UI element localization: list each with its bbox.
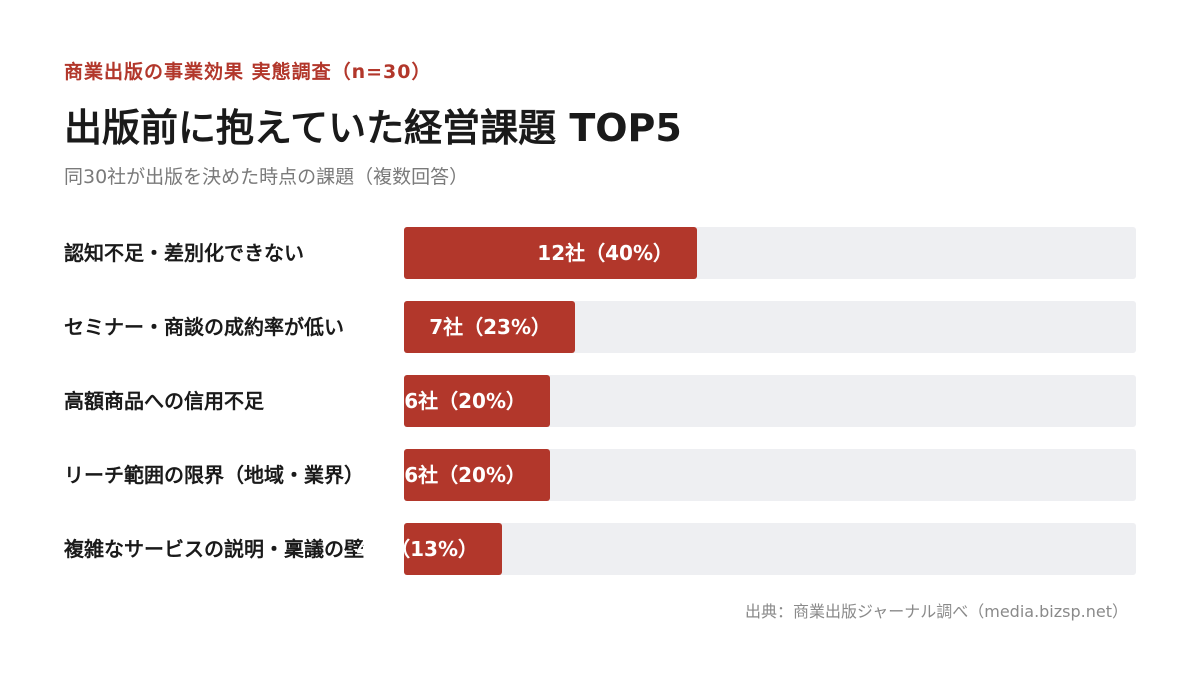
bar-track: 6社（20%）: [404, 449, 1136, 501]
bar: 12社（40%）: [404, 227, 697, 279]
category-label: 認知不足・差別化できない: [64, 241, 304, 265]
bar-row: セミナー・商談の成約率が低い 7社（23%）: [0, 301, 1200, 353]
bar-row: 複雑なサービスの説明・稟議の壁 4社（13%）: [0, 523, 1200, 575]
category-label: セミナー・商談の成約率が低い: [64, 315, 344, 339]
bar-data-label: 6社（20%）: [404, 389, 526, 413]
bar-row: リーチ範囲の限界（地域・業界） 6社（20%）: [0, 449, 1200, 501]
bar: 6社（20%）: [404, 375, 550, 427]
bar-track: 4社（13%）: [356, 523, 1136, 575]
bar-data-label: 7社（23%）: [429, 315, 551, 339]
survey-eyebrow: 商業出版の事業効果 実態調査（n=30）: [64, 61, 432, 83]
category-label: リーチ範囲の限界（地域・業界）: [64, 463, 364, 487]
chart-title: 出版前に抱えていた経営課題 TOP5: [64, 106, 682, 150]
bar-row: 認知不足・差別化できない 12社（40%）: [0, 227, 1200, 279]
category-label: 高額商品への信用不足: [64, 389, 264, 413]
bar: 7社（23%）: [404, 301, 575, 353]
category-label: 複雑なサービスの説明・稟議の壁: [64, 537, 364, 561]
bar-row: 高額商品への信用不足 6社（20%）: [0, 375, 1200, 427]
bar-track: 7社（23%）: [404, 301, 1136, 353]
bar-data-label: 6社（20%）: [404, 463, 526, 487]
chart-subtitle: 同30社が出版を決めた時点の課題（複数回答）: [64, 166, 469, 188]
source-note: 出典：商業出版ジャーナル調べ（media.bizsp.net）: [745, 602, 1128, 621]
bar-track: 6社（20%）: [404, 375, 1136, 427]
bar-track: 12社（40%）: [404, 227, 1136, 279]
bar-data-label: 12社（40%）: [537, 241, 673, 265]
bar: 6社（20%）: [404, 449, 550, 501]
bar: 4社（13%）: [356, 523, 502, 575]
bar-data-label: 4社（13%）: [356, 537, 478, 561]
